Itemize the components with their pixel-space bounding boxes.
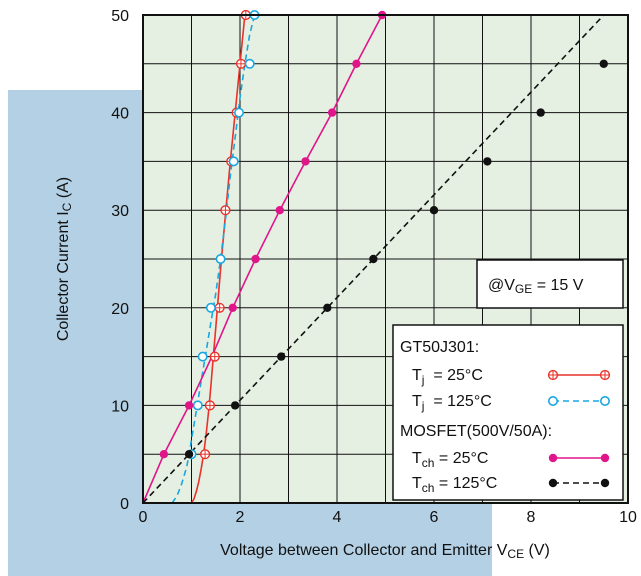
legend-label-tch125: Tch = 125°C [412, 475, 497, 495]
x-axis-title-unit: (V) [524, 542, 550, 559]
data-point-tch25 [352, 59, 361, 68]
x-axis-title: Voltage between Collector and Emitter VC… [220, 542, 550, 561]
legend-marker-tj25 [547, 369, 559, 381]
data-point-tj125 [197, 351, 208, 362]
y-axis-title: Collector Current IC (A) [55, 177, 74, 341]
condition-sub: GE [515, 282, 532, 296]
legend-marker-tch125 [600, 478, 610, 488]
y-tick-label: 0 [120, 496, 129, 513]
y-axis-title-main: Collector Current I [55, 211, 72, 341]
data-point-tj125 [215, 254, 226, 265]
data-point-tch125 [369, 254, 378, 264]
data-point-tch25 [228, 303, 237, 312]
legend-marker-tj25 [599, 369, 611, 381]
legend-label-tj125: Tj = 125°C [412, 393, 492, 413]
legend-label-tch125-suffix: = 125°C [434, 475, 497, 492]
legend-label-tj25-suffix: = 25°C [424, 367, 482, 384]
legend-marker-tj125 [599, 395, 610, 406]
data-point-tch125 [184, 450, 194, 459]
tick-labels: 0 2 4 6 8 10 0 10 20 30 40 50 [111, 8, 637, 526]
data-point-tj25 [214, 302, 225, 313]
plot-frame [142, 14, 629, 504]
legend-label-tj25-sub: j [421, 373, 425, 387]
legend-label-tj25-main: T [412, 367, 422, 384]
data-point-tch125 [323, 303, 332, 312]
data-point-tch125 [536, 108, 545, 117]
x-tick-label: 2 [236, 509, 245, 526]
data-point-tj125 [228, 156, 239, 167]
data-point-tch25 [184, 401, 194, 410]
data-point-tch25 [251, 254, 260, 264]
x-axis-title-sub: CE [507, 547, 524, 561]
condition-box: @VGE = 15 V [476, 259, 624, 309]
data-point-tch125 [483, 157, 492, 166]
x-axis-title-main: Voltage between Collector and Emitter V [220, 542, 508, 559]
y-axis-title-unit: (A) [55, 177, 72, 203]
data-point-tj125 [205, 302, 216, 313]
legend-label-tch25-main: T [412, 450, 422, 467]
legend-label-tch25: Tch = 25°C [412, 450, 488, 470]
data-point-tj25 [199, 449, 211, 460]
legend-label-tj25: Tj = 25°C [412, 367, 483, 387]
y-tick-label: 30 [111, 203, 129, 220]
data-point-tj25 [209, 351, 220, 362]
legend-marker-tch25 [548, 453, 558, 463]
y-tick-label: 10 [111, 398, 129, 415]
y-tick-label: 50 [111, 8, 129, 25]
legend: GT50J301: Tj = 25°C Tj = 125°C MOSFET(50… [392, 324, 624, 501]
condition-box-frame [476, 259, 624, 309]
x-tick-label: 4 [333, 509, 342, 526]
data-point-tj25 [235, 58, 247, 69]
legend-swatch-tch25 [548, 453, 610, 463]
legend-group-mosfet: MOSFET(500V/50A): [400, 423, 552, 440]
data-markers [159, 9, 608, 460]
legend-marker-tch25 [600, 453, 610, 463]
y-axis-title-sub: C [60, 202, 74, 211]
data-point-tch125 [429, 206, 439, 215]
data-point-tj25 [220, 205, 231, 216]
data-point-tch125 [599, 59, 608, 68]
legend-frame [392, 324, 624, 501]
data-point-tj125 [234, 107, 245, 118]
legend-label-tj125-suffix: = 125°C [424, 393, 491, 410]
legend-label-tj125-main: T [412, 393, 422, 410]
y-tick-label: 40 [111, 106, 129, 123]
legend-swatch-tj125 [547, 395, 610, 406]
legend-label-tj125-sub: j [421, 399, 425, 413]
legend-label-tch25-sub: ch [422, 456, 435, 470]
x-tick-label: 0 [139, 509, 148, 526]
data-point-tch25 [275, 206, 284, 215]
data-point-tj125 [192, 400, 203, 411]
data-point-tch125 [277, 352, 286, 361]
data-point-tch25 [301, 157, 310, 166]
legend-label-tch25-suffix: = 25°C [434, 450, 488, 467]
legend-marker-tj125 [547, 395, 558, 406]
x-tick-label: 6 [430, 509, 439, 526]
series-line-tj125 [171, 14, 256, 504]
data-point-tch125 [230, 401, 240, 410]
condition-label: @VGE = 15 V [488, 277, 584, 296]
data-point-tch25 [327, 108, 337, 117]
x-tick-label: 10 [619, 509, 637, 526]
legend-label-tch125-main: T [412, 475, 422, 492]
data-point-tch25 [159, 450, 169, 459]
condition-suffix: = 15 V [532, 277, 583, 294]
data-point-tj125 [244, 58, 255, 69]
series-line-tj25 [190, 14, 246, 504]
data-point-tj25 [204, 400, 216, 411]
legend-marker-tch125 [548, 478, 558, 488]
legend-swatch-tch125 [548, 478, 610, 488]
legend-label-tch125-sub: ch [422, 481, 435, 495]
legend-swatch-tj25 [547, 369, 611, 381]
x-tick-label: 8 [527, 509, 536, 526]
y-tick-label: 20 [111, 301, 129, 318]
legend-group-igbt: GT50J301: [400, 339, 479, 356]
condition-prefix: @V [488, 277, 515, 294]
